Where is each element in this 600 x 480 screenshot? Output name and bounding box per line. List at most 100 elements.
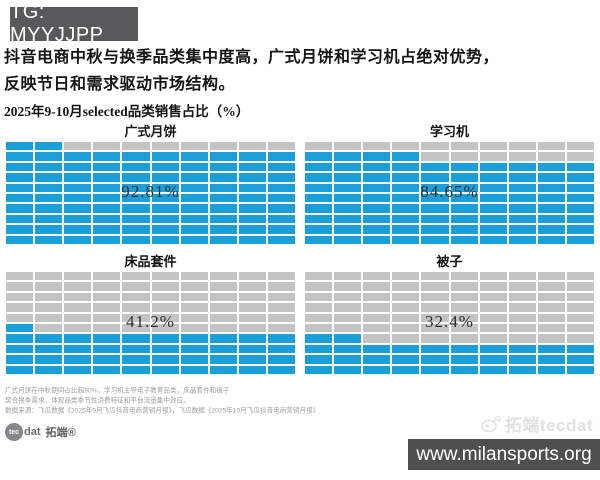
waffle-cell xyxy=(122,282,150,291)
waffle-cell xyxy=(35,272,63,281)
waffle-cell xyxy=(267,152,295,161)
waffle-cell xyxy=(93,183,121,192)
waffle-cell xyxy=(122,303,150,312)
waffle-cell xyxy=(180,162,208,172)
waffle-cell xyxy=(537,344,565,354)
waffle-cell xyxy=(64,323,92,333)
waffle-cell xyxy=(35,204,63,213)
waffle-cell xyxy=(180,225,208,234)
waffle-cell xyxy=(305,355,333,364)
waffle-cell xyxy=(450,162,478,172)
waffle-cell xyxy=(537,142,565,151)
waffle-cell xyxy=(334,193,362,203)
waffle-cell xyxy=(122,225,150,234)
waffle-cell xyxy=(238,142,266,151)
waffle-cell xyxy=(238,292,266,302)
waffle-cell xyxy=(363,162,391,172)
waffle-cell xyxy=(238,204,266,213)
waffle-cell xyxy=(6,173,34,182)
waffle-cell xyxy=(392,272,420,281)
waffle-cell xyxy=(479,225,507,234)
waffle-cell xyxy=(566,313,594,322)
waffle-cell xyxy=(35,323,63,333)
waffle-cell xyxy=(35,162,63,172)
waffle-cell xyxy=(508,365,536,374)
waffle-cell xyxy=(180,334,208,343)
footnote-line1: 广式月饼在中秋期间占比超90%，学习机主导电子教育品类，床品套件和被子 xyxy=(5,387,230,395)
waffle-cell xyxy=(508,152,536,161)
waffle-cell xyxy=(6,193,34,203)
waffle-cell xyxy=(363,272,391,281)
waffle-cell xyxy=(334,282,362,291)
waffle-cell xyxy=(537,355,565,364)
waffle-cell xyxy=(6,303,34,312)
waffle-cell xyxy=(64,162,92,172)
waffle-cell xyxy=(566,272,594,281)
waffle-cell xyxy=(238,355,266,364)
waffle-cell xyxy=(566,152,594,161)
waffle-cell xyxy=(64,152,92,161)
waffle-cell xyxy=(421,235,449,244)
waffle-cell xyxy=(180,355,208,364)
waffle-cell xyxy=(267,193,295,203)
waffle-cell xyxy=(363,365,391,374)
waffle-cell xyxy=(305,183,333,192)
waffle-cell xyxy=(537,272,565,281)
waffle-cell xyxy=(151,365,179,374)
waffle-cell xyxy=(93,152,121,161)
waffle-cell xyxy=(93,142,121,151)
waffle-cell xyxy=(363,152,391,161)
waffle-cell xyxy=(334,183,362,192)
waffle-cell xyxy=(267,183,295,192)
waffle-cell xyxy=(305,323,333,333)
waffle-cell xyxy=(566,142,594,151)
waffle-cell xyxy=(64,355,92,364)
waffle-cell xyxy=(64,365,92,374)
waffle-cell xyxy=(479,214,507,224)
waffle-cell xyxy=(450,142,478,151)
waffle-cell xyxy=(305,365,333,374)
waffle-cell xyxy=(151,292,179,302)
waffle-cell xyxy=(267,272,295,281)
waffle-cell xyxy=(479,292,507,302)
waffle-cell xyxy=(6,334,34,343)
waffle-cell xyxy=(35,365,63,374)
waffle-cell xyxy=(421,323,449,333)
waffle-cell xyxy=(93,204,121,213)
headline: 抖音电商中秋与换季品类集中度高，广式月饼和学习机占绝对优势， 反映节日和需求驱动… xyxy=(4,44,596,98)
waffle-cell xyxy=(64,303,92,312)
waffle-cell xyxy=(35,152,63,161)
waffle-cell xyxy=(6,142,34,151)
weibo-watermark: 拓端tecdat xyxy=(481,411,593,436)
waffle-cell xyxy=(93,344,121,354)
waffle-cell xyxy=(566,344,594,354)
waffle-cell xyxy=(450,173,478,182)
waffle-cell xyxy=(334,334,362,343)
waffle-cell xyxy=(537,193,565,203)
waffle-cell xyxy=(537,162,565,172)
waffle-cell xyxy=(209,282,237,291)
waffle-cell xyxy=(305,344,333,354)
waffle-cell xyxy=(566,235,594,244)
waffle-cell xyxy=(334,323,362,333)
waffle-cell xyxy=(122,235,150,244)
waffle-cell xyxy=(566,173,594,182)
waffle-cell xyxy=(180,204,208,213)
waffle-cell xyxy=(6,355,34,364)
waffle-cell xyxy=(334,235,362,244)
waffle-cell xyxy=(508,162,536,172)
waffle-cell xyxy=(6,323,34,333)
tecdat-logo-circle: tec xyxy=(5,423,23,441)
waffle-cell xyxy=(238,365,266,374)
waffle-cell xyxy=(6,225,34,234)
waffle-cell xyxy=(537,334,565,343)
waffle-cell xyxy=(363,303,391,312)
waffle-grid xyxy=(305,272,594,374)
waffle-cell xyxy=(151,173,179,182)
waffle-cell xyxy=(537,365,565,374)
waffle-cell xyxy=(35,313,63,322)
waffle-cell xyxy=(64,344,92,354)
waffle-cell xyxy=(334,225,362,234)
waffle-cell xyxy=(305,214,333,224)
waffle-cell xyxy=(238,214,266,224)
